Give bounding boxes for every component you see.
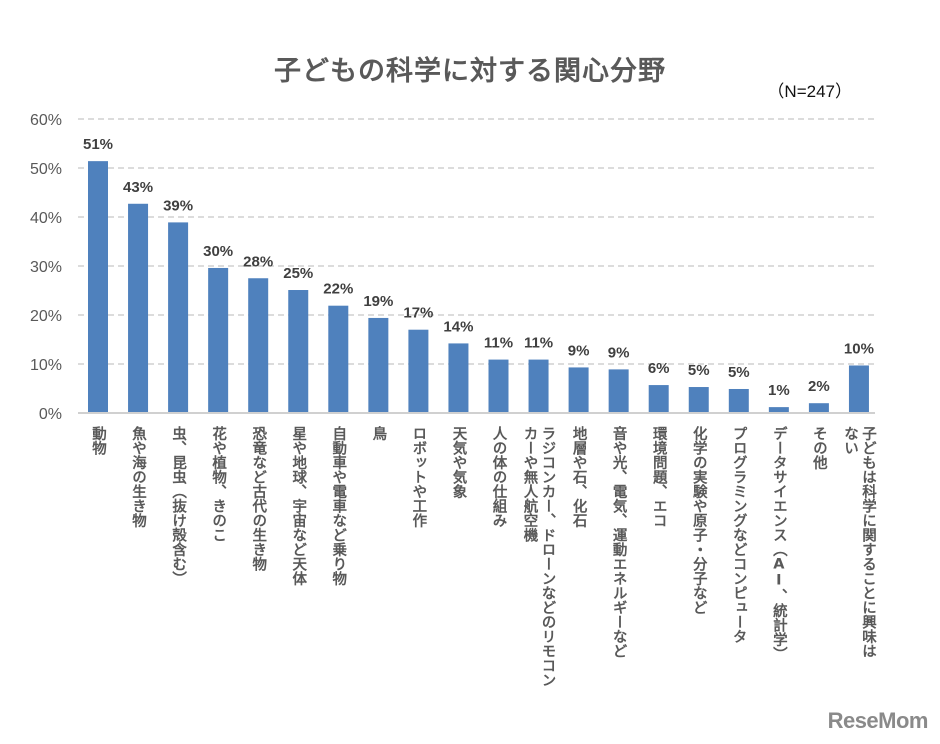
y-tick-label: 10% [30,357,62,374]
y-axis-ticks: 0% 10% 20% 30% 40% 50% 60% [30,112,62,423]
bar [848,365,869,413]
data-label: 2% [808,378,830,395]
bar [768,407,789,413]
data-label: 25% [283,265,313,282]
data-label: 19% [363,293,393,310]
data-label: 5% [688,362,710,379]
x-tick-label: 動物 [90,426,106,455]
x-tick-label: ロボットや工作 [410,426,427,528]
x-tick-label: データサイエンス（AI、統計学） [770,426,787,661]
x-tick-label: 環境問題、エコ [650,426,667,528]
data-label: 43% [123,179,153,196]
data-label: 9% [568,342,590,359]
bar [408,329,429,413]
bar [128,203,149,413]
bar [448,343,469,413]
x-tick-label: 虫、昆虫（抜け殻含む） [170,426,187,586]
data-label: 6% [648,360,670,377]
y-tick-label: 20% [30,308,62,325]
data-labels: 51% 43% 39% 30% 28% 25% 22% 19% 17% 14% 11% 11% 9% 9%… [83,136,874,399]
data-label: 14% [443,318,473,335]
y-tick-label: 60% [30,112,62,129]
data-label: 30% [203,243,233,260]
bars [88,161,869,413]
data-label: 9% [608,344,630,361]
x-tick-label: 魚や海の生き物 [130,426,147,528]
y-tick-label: 30% [30,259,62,276]
x-tick-label: 音や光、電気、運動エネルギーなど [610,426,627,658]
resemom-logo: ReseMom [827,708,929,733]
data-label: 5% [728,364,750,381]
bar [368,317,389,413]
bar [288,290,309,413]
data-label: 28% [243,253,273,270]
x-tick-label: 鳥 [370,426,387,441]
bar [488,359,509,413]
y-tick-label: 50% [30,161,62,178]
x-tick-label: 恐竜など古代の生き物 [250,426,267,571]
x-tick-label: 人の体の仕組み [490,426,507,528]
data-label: 51% [83,136,113,153]
data-label: 11% [484,335,513,352]
bar [248,278,269,413]
bar [688,387,709,413]
y-tick-label: 0% [39,406,62,423]
data-label: 39% [163,197,193,214]
bar [608,369,629,413]
x-tick-label: 子どもは科学に関することに興味は ない [841,426,876,658]
bar [208,267,229,413]
chart-title: 子どもの科学に対する関心分野 [274,56,666,87]
bar [728,388,749,413]
data-label: 1% [768,382,790,399]
data-label: 11% [524,335,553,352]
bar [88,161,108,413]
data-label: 17% [403,305,433,322]
bar [528,359,549,413]
y-tick-label: 40% [30,210,62,227]
x-tick-label: 地層や石、化石 [570,426,587,528]
data-label: 10% [844,340,874,357]
bar [328,305,349,413]
bar [808,403,829,413]
gridlines [78,118,875,365]
data-label: 22% [323,281,353,298]
bar [168,222,189,413]
x-tick-label: ラジコンカー、ドローンなどのリモコン カーや無人航空機 [521,426,556,687]
x-tick-label: 自動車や電車など乗り物 [330,426,347,586]
x-tick-label: その他 [810,426,827,470]
x-tick-label: プログラミングなどコンピュータ [730,426,747,644]
x-tick-label: 花や植物、きのこ [210,426,227,542]
bar [568,367,589,413]
x-tick-label: 化学の実験や原子・分子など [690,426,707,615]
x-tick-label: 天気や気象 [450,426,467,499]
x-tick-label: 星や地球、宇宙など天体 [290,426,307,586]
sample-size-note: （N=247） [767,82,852,101]
bar [648,385,669,413]
